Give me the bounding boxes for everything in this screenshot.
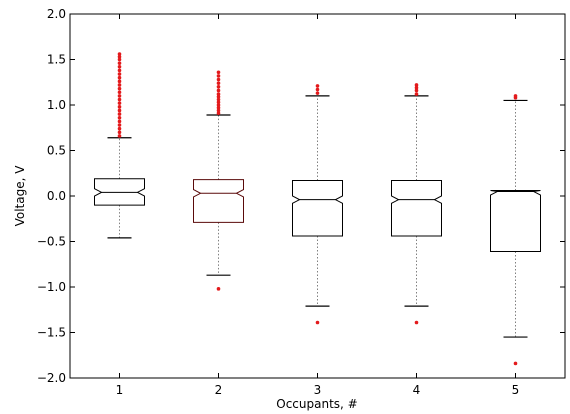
outlier-point: [513, 361, 518, 366]
outlier-point: [117, 126, 122, 131]
x-tick-label: 1: [116, 383, 124, 397]
outlier-point: [117, 68, 122, 73]
plot-area: [69, 13, 566, 379]
x-tick-label: 2: [215, 383, 223, 397]
outlier-point: [216, 111, 221, 115]
outlier-point: [414, 92, 419, 96]
notched-box: [391, 180, 442, 237]
outlier-point: [117, 108, 122, 113]
outlier-point: [117, 119, 122, 124]
outlier-point: [117, 72, 122, 76]
outlier-point: [216, 92, 221, 96]
outlier-point: [117, 54, 122, 59]
x-tick-label: 5: [512, 383, 520, 397]
y-tick-label: 2.0: [47, 7, 66, 21]
outlier-point: [216, 95, 221, 99]
outlier-point: [117, 123, 122, 127]
box-group-1: [94, 52, 145, 239]
outlier-point: [216, 74, 221, 78]
outlier-point: [414, 85, 419, 90]
outlier-point: [216, 103, 221, 107]
outlier-point: [315, 91, 320, 95]
outlier-point: [117, 57, 122, 62]
outlier-point: [117, 105, 122, 109]
x-tick-label: 4: [413, 383, 421, 397]
outlier-point: [414, 83, 419, 87]
x-tick-label: 3: [314, 383, 322, 397]
outlier-point: [117, 94, 122, 98]
outlier-point: [216, 70, 221, 75]
outlier-point: [414, 88, 419, 93]
box-group-5: [490, 94, 541, 366]
notched-box: [94, 178, 145, 206]
y-tick-label: 0.5: [47, 144, 66, 158]
outlier-point: [117, 83, 122, 87]
y-tick-label: −1.0: [37, 280, 66, 294]
outlier-point: [117, 130, 122, 135]
ticks-layer: −2.0 −1.5 −1.0 −0.5 0.0 0.5 1.0 1.5 2.0 1 2 3 4 5: [37, 7, 565, 397]
outlier-point: [315, 84, 320, 88]
y-tick-label: 1.5: [47, 53, 66, 67]
outlier-point: [216, 97, 221, 102]
box-group-3: [292, 84, 343, 325]
y-tick-label: 1.0: [47, 98, 66, 112]
outlier-point: [117, 61, 122, 65]
outlier-point: [216, 81, 221, 85]
outlier-point: [117, 86, 122, 91]
outlier-point: [117, 52, 122, 56]
y-tick-label: −2.0: [37, 371, 66, 385]
outlier-point: [117, 64, 122, 69]
outlier-point: [216, 77, 221, 82]
notched-box: [193, 179, 244, 223]
x-axis-label: Occupants, #: [276, 397, 357, 411]
notched-box: [490, 190, 541, 253]
outlier-point: [216, 88, 221, 93]
outlier-point: [117, 101, 122, 105]
y-tick-label: −1.5: [37, 326, 66, 340]
box-group-2: [193, 70, 244, 291]
outlier-point: [513, 94, 518, 98]
outlier-point: [117, 134, 122, 138]
outlier-point: [216, 287, 221, 291]
outlier-point: [117, 79, 122, 84]
outlier-point: [216, 100, 221, 105]
notched-box: [292, 180, 343, 237]
outlier-point: [216, 108, 221, 113]
outlier-point: [216, 105, 221, 110]
y-axis-label: Voltage, V: [13, 165, 27, 227]
y-tick-label: −0.5: [37, 235, 66, 249]
outlier-point: [315, 320, 320, 325]
outlier-point: [414, 320, 419, 325]
outlier-point: [117, 112, 122, 116]
y-tick-label: 0.0: [47, 189, 66, 203]
outlier-point: [216, 85, 221, 89]
outlier-point: [315, 87, 320, 92]
outlier-point: [117, 90, 122, 95]
boxes-layer: [94, 52, 541, 366]
outlier-point: [117, 75, 122, 80]
box-group-4: [391, 83, 442, 325]
outlier-point: [117, 97, 122, 102]
outlier-point: [117, 115, 122, 120]
